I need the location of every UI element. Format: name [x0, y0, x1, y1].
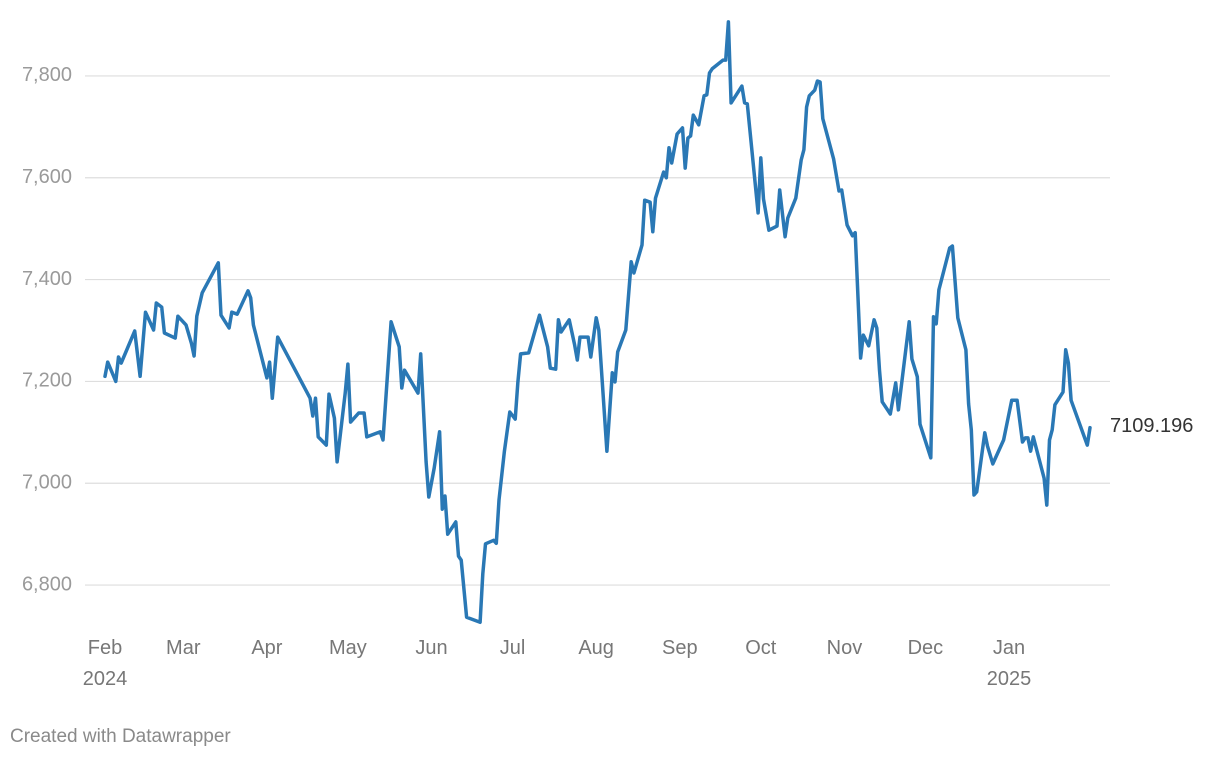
x-tick-label: Dec	[908, 637, 944, 659]
y-tick-label: 7,200	[22, 370, 72, 392]
x-tick-label: May	[329, 637, 367, 659]
x-tick-label: Nov	[827, 637, 863, 659]
x-tick-label: Mar	[166, 637, 201, 659]
x-tick-label: Jan 2025	[987, 637, 1032, 690]
data-line	[103, 20, 1092, 625]
x-tick-label: Feb 2024	[83, 637, 128, 690]
x-tick-label: Jun	[415, 637, 447, 659]
x-tick-label: Aug	[578, 637, 614, 659]
y-tick-label: 6,800	[22, 573, 72, 595]
y-tick-label: 7,600	[22, 166, 72, 188]
x-tick-label: Sep	[662, 637, 698, 659]
y-tick-label: 7,400	[22, 268, 72, 290]
y-tick-label: 7,800	[22, 64, 72, 86]
x-tick-label: Jul	[500, 637, 526, 659]
x-tick-label: Apr	[251, 637, 282, 659]
x-tick-label: Oct	[745, 637, 777, 659]
credit: Created with Datawrapper	[10, 726, 231, 747]
y-tick-label: 7,000	[22, 472, 72, 494]
end-label: 7109.196	[1110, 415, 1193, 437]
